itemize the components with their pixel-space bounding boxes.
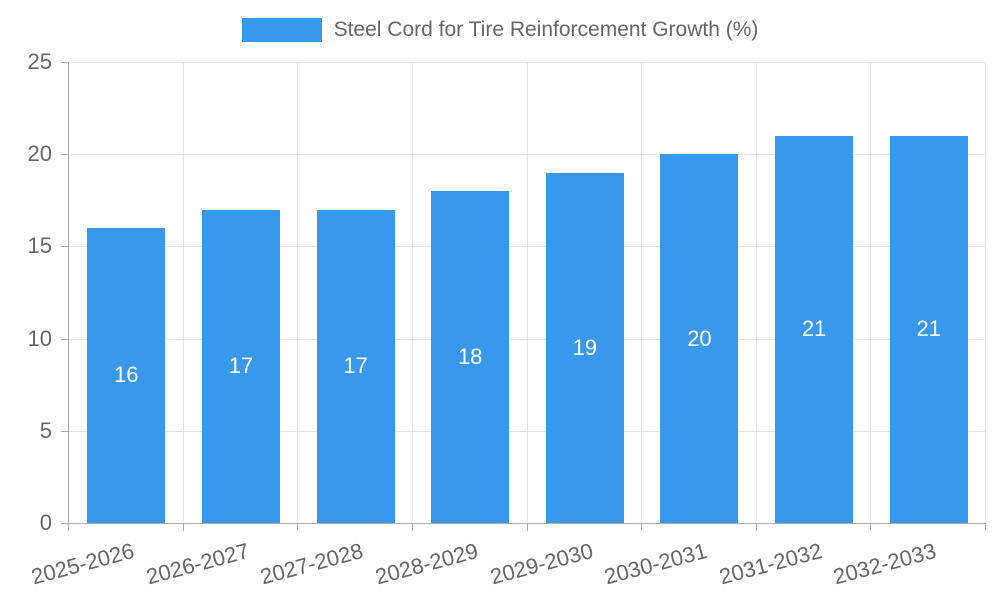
y-tick-mark bbox=[61, 154, 68, 156]
y-tick-label: 5 bbox=[39, 417, 52, 443]
x-tick-mark bbox=[755, 524, 757, 531]
x-tick-mark bbox=[68, 524, 69, 531]
x-tick-mark bbox=[985, 524, 986, 531]
y-gridline bbox=[69, 338, 986, 340]
bar-2025-2026[interactable]: 16 bbox=[87, 227, 166, 523]
bar-value-label: 19 bbox=[572, 334, 598, 360]
x-tick-mark bbox=[297, 524, 299, 531]
legend-label: Steel Cord for Tire Reinforcement Growth… bbox=[333, 18, 759, 41]
y-tick-mark bbox=[61, 430, 68, 432]
y-tick-label: 10 bbox=[27, 325, 52, 351]
y-tick-mark bbox=[61, 338, 68, 340]
y-tick-label: 20 bbox=[27, 141, 52, 167]
plot-area: 16 17 17 18 19 20 21 21 bbox=[68, 62, 986, 524]
x-gridline bbox=[870, 62, 872, 523]
bar-value-label: 17 bbox=[343, 353, 368, 379]
legend[interactable]: Steel Cord for Tire Reinforcement Growth… bbox=[0, 18, 1000, 42]
x-tick-label: 2032-2033 bbox=[831, 538, 940, 590]
x-gridline bbox=[411, 62, 413, 523]
x-gridline bbox=[297, 62, 299, 523]
bar-value-label: 17 bbox=[228, 353, 254, 379]
y-gridline bbox=[69, 246, 986, 248]
x-tick-mark bbox=[870, 524, 872, 531]
bar-value-label: 21 bbox=[916, 316, 941, 342]
y-gridline bbox=[69, 62, 986, 63]
x-tick-label: 2026-2027 bbox=[143, 538, 252, 590]
x-gridline bbox=[182, 62, 184, 523]
bar-2030-2031[interactable]: 20 bbox=[660, 154, 739, 523]
y-tick-mark bbox=[61, 246, 68, 248]
y-tick-mark bbox=[61, 523, 68, 524]
bar-value-label: 21 bbox=[801, 316, 827, 342]
y-tick-label: 25 bbox=[27, 49, 52, 74]
x-gridline bbox=[526, 62, 528, 523]
y-tick-label: 15 bbox=[27, 233, 52, 259]
bar-2027-2028[interactable]: 17 bbox=[316, 209, 395, 523]
x-tick-mark bbox=[526, 524, 528, 531]
x-tick-label: 2028-2029 bbox=[372, 538, 481, 590]
x-gridline bbox=[641, 62, 643, 523]
x-tick-label: 2030-2031 bbox=[601, 538, 710, 590]
x-tick-mark bbox=[641, 524, 643, 531]
bar-2029-2030[interactable]: 19 bbox=[545, 172, 624, 523]
y-tick-mark bbox=[61, 62, 68, 63]
x-tick-mark bbox=[182, 524, 184, 531]
bar-2031-2032[interactable]: 21 bbox=[775, 135, 854, 523]
x-gridline bbox=[755, 62, 757, 523]
bar-value-label: 16 bbox=[114, 362, 139, 388]
legend-swatch bbox=[241, 18, 322, 42]
y-tick-label: 0 bbox=[39, 510, 52, 535]
x-tick-label: 2025-2026 bbox=[28, 538, 137, 590]
x-tick-label: 2029-2030 bbox=[487, 538, 596, 590]
bar-value-label: 20 bbox=[687, 325, 712, 351]
y-gridline bbox=[69, 430, 986, 432]
x-gridline bbox=[985, 62, 986, 523]
bar-2028-2029[interactable]: 18 bbox=[431, 191, 510, 523]
bar-2032-2033[interactable]: 21 bbox=[889, 135, 968, 523]
x-tick-label: 2027-2028 bbox=[257, 538, 367, 590]
y-gridline bbox=[69, 154, 986, 156]
bar-value-label: 18 bbox=[457, 344, 483, 370]
bar-2026-2027[interactable]: 17 bbox=[201, 209, 280, 523]
x-tick-label: 2031-2032 bbox=[716, 538, 825, 590]
x-tick-mark bbox=[411, 524, 413, 531]
